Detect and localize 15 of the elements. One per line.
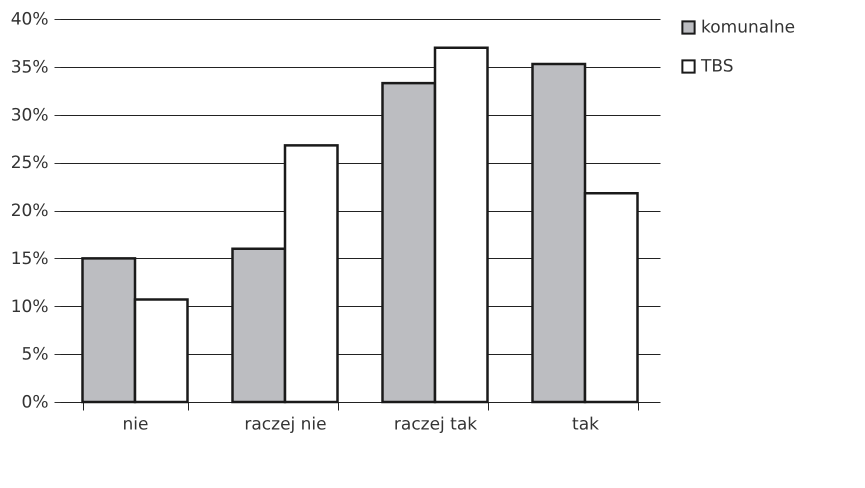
x-tick-label: raczej nie — [244, 414, 327, 434]
y-tick-label: 20% — [10, 201, 48, 221]
y-tick-label: 30% — [10, 105, 48, 126]
y-tick-label: 10% — [10, 296, 48, 317]
y-tick-label: 40% — [10, 10, 48, 30]
y-tick-label: 25% — [10, 153, 48, 174]
y-tick-label: 0% — [22, 392, 48, 412]
y-tick-label: 5% — [22, 344, 48, 365]
legend-label: TBS — [700, 56, 734, 76]
legend-label: komunalne — [701, 18, 796, 38]
x-tick-label: tak — [572, 414, 600, 434]
x-tick-label: nie — [122, 414, 148, 434]
y-tick-label: 35% — [10, 57, 48, 78]
y-tick-label: 15% — [10, 248, 48, 269]
x-tick-label: raczej tak — [394, 414, 478, 434]
